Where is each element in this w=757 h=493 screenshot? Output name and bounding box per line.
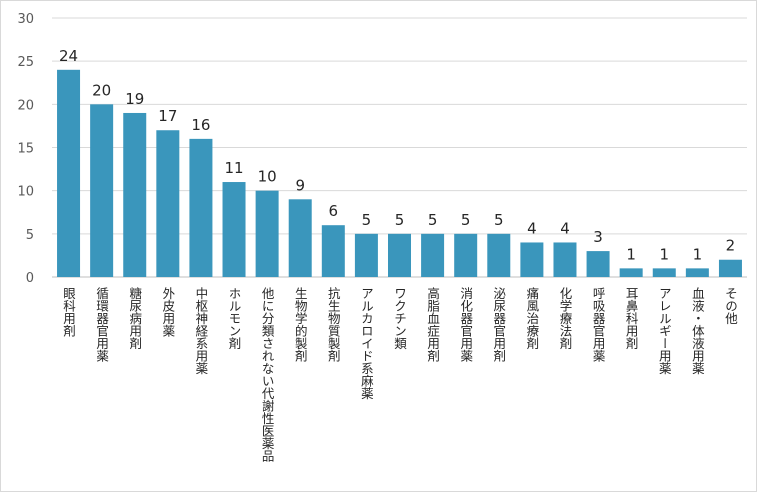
- bar: [255, 190, 279, 277]
- bar: [619, 268, 643, 277]
- y-tick-label: 15: [17, 142, 34, 157]
- x-tick-label: 抗生物質製剤: [326, 286, 341, 363]
- x-tick-label: 高脂血症用剤: [425, 286, 440, 363]
- y-tick-label: 10: [17, 185, 34, 200]
- x-tick-label: 化学療法剤: [557, 287, 572, 350]
- bar: [222, 182, 246, 277]
- data-label: 17: [158, 107, 177, 125]
- x-tick-label: 糖尿病用剤: [127, 286, 142, 350]
- bar: [354, 233, 378, 277]
- y-axis: 0 5 10 15 20 25 30: [17, 12, 34, 286]
- bar: [321, 225, 345, 277]
- x-tick-label: 他に分類されない代謝性医薬品: [260, 287, 275, 462]
- data-label: 4: [527, 219, 537, 237]
- data-label: 1: [626, 245, 636, 263]
- data-label: 3: [593, 228, 603, 246]
- x-tick-label: ワクチン類: [392, 287, 407, 350]
- data-label: 20: [92, 81, 111, 99]
- bar: [586, 251, 610, 277]
- bar: [685, 268, 709, 277]
- bar: [652, 268, 676, 277]
- x-tick-label: アルカロイド系麻薬: [359, 287, 374, 400]
- data-label: 5: [395, 211, 405, 229]
- bars: [57, 69, 742, 277]
- x-tick-label: 消化器官用薬: [458, 287, 473, 362]
- bar: [57, 69, 81, 277]
- bar: [718, 259, 742, 277]
- data-label: 11: [224, 159, 243, 177]
- x-tick-label: 外皮用薬: [160, 287, 175, 337]
- x-tick-label: アレルギー用薬: [657, 287, 672, 375]
- x-tick-label: 血液・体液用薬: [690, 287, 705, 375]
- x-tick-label: 眼科用剤: [61, 287, 76, 338]
- data-label: 4: [560, 219, 570, 237]
- x-tick-label: ホルモン剤: [227, 287, 242, 350]
- bar: [90, 104, 114, 277]
- data-label: 16: [191, 116, 210, 134]
- x-tick-label: 呼吸器官用薬: [591, 287, 606, 362]
- bar: [487, 233, 511, 277]
- bar: [189, 138, 213, 277]
- bar: [388, 233, 411, 277]
- x-tick-label: 生物学的製剤: [293, 287, 308, 363]
- data-label: 5: [428, 211, 438, 229]
- y-tick-label: 20: [17, 98, 34, 113]
- bar: [123, 112, 147, 277]
- data-label: 1: [659, 245, 669, 263]
- x-axis: 眼科用剤 循環器官用薬 糖尿病用剤 外皮用薬 中枢神経系用薬 ホルモン剤 他に分類されない代…: [61, 286, 738, 462]
- y-tick-label: 0: [26, 271, 34, 286]
- bar: [553, 242, 577, 277]
- bar: [156, 130, 180, 277]
- data-label: 5: [362, 211, 372, 229]
- data-label: 24: [59, 47, 78, 65]
- x-tick-label: 耳鼻科用剤: [624, 287, 639, 350]
- data-label: 5: [461, 211, 471, 229]
- data-label: 10: [258, 168, 277, 186]
- x-tick-label: 痛風治療剤: [524, 286, 539, 350]
- data-label: 1: [693, 245, 703, 263]
- bar: [421, 233, 445, 277]
- x-tick-label: その他: [723, 287, 738, 325]
- data-label: 5: [494, 211, 504, 229]
- y-tick-label: 25: [17, 55, 34, 70]
- x-tick-label: 泌尿器官用剤: [491, 287, 506, 363]
- y-tick-label: 5: [26, 228, 34, 243]
- bar: [454, 233, 478, 277]
- y-tick-label: 30: [17, 12, 34, 27]
- data-label: 6: [329, 202, 339, 220]
- bar: [288, 199, 312, 277]
- x-tick-label: 循環器官用薬: [94, 287, 109, 362]
- x-tick-label: 中枢神経系用薬: [193, 286, 208, 375]
- data-label: 9: [295, 176, 305, 194]
- data-label: 19: [125, 90, 144, 108]
- bar: [520, 242, 544, 277]
- data-label: 2: [726, 237, 736, 255]
